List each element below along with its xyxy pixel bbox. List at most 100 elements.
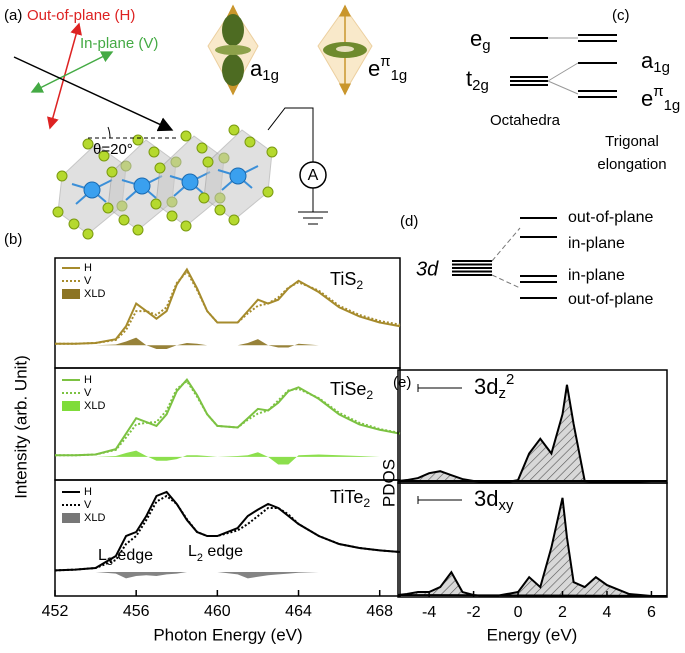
caption: elongation	[597, 156, 666, 173]
polarization-label: Out-of-plane (H)	[27, 7, 135, 24]
caption: Octahedra	[490, 112, 561, 129]
legend-label: H	[84, 486, 92, 498]
label-part: 1g	[391, 67, 408, 84]
orbital-label: a1g	[250, 56, 279, 84]
angle-arc	[107, 126, 111, 139]
legend-label: XLD	[84, 512, 105, 524]
ammeter-label: A	[308, 167, 319, 184]
annotation: L2 edge	[188, 543, 243, 564]
panel-label: (a)	[4, 7, 22, 24]
level-label: eπ1g	[641, 83, 680, 114]
x-tick-label: 0	[514, 604, 523, 621]
level-label: a1g	[641, 48, 670, 76]
metal-atom	[181, 173, 199, 191]
legend-label: H	[84, 262, 92, 274]
panel-title: 3dxy	[474, 486, 514, 514]
ligand-atom	[68, 218, 80, 230]
xld-area	[55, 337, 400, 350]
panel-label: (d)	[400, 213, 418, 230]
ligand-atom	[154, 162, 166, 174]
label-part: 2	[363, 496, 370, 510]
x-tick-label: 452	[42, 603, 69, 620]
label-part: 3d	[474, 374, 498, 399]
legend-swatch	[62, 513, 80, 523]
label-part: 2	[197, 552, 203, 564]
label-part: TiSe	[330, 379, 366, 399]
polarization-label: In-plane (V)	[80, 35, 158, 52]
spectrum-line	[54, 494, 401, 572]
xld-area	[55, 572, 400, 579]
ligand-atom	[228, 124, 240, 136]
label-part: 2	[506, 371, 514, 388]
metal-atom	[229, 167, 247, 185]
metal-atom	[133, 177, 151, 195]
legend-label: XLD	[84, 400, 105, 412]
y-axis-label: PDOS	[379, 459, 398, 507]
ligand-atom	[180, 130, 192, 142]
panel-label: (e)	[393, 374, 411, 391]
label-part: TiTe	[330, 487, 363, 507]
legend-swatch	[62, 401, 80, 411]
x-tick-label: 456	[123, 603, 150, 620]
panel-title: TiSe2	[330, 379, 373, 402]
legend-label: XLD	[84, 288, 105, 300]
label-part: a	[250, 56, 263, 81]
label-part: e	[470, 26, 482, 51]
spectrum-line	[55, 379, 401, 457]
label-part: edge	[203, 543, 243, 560]
label-part: π	[653, 83, 663, 100]
ligand-atom	[52, 206, 64, 218]
pdos-area	[397, 384, 667, 484]
legend-label: V	[84, 275, 92, 287]
y-axis-label: Intensity (arb. Unit)	[11, 355, 30, 499]
x-tick-label: 2	[558, 604, 567, 621]
x-tick-label: -4	[422, 604, 436, 621]
ground	[298, 211, 328, 225]
ligand-atom	[56, 170, 68, 182]
label-part: 2g	[472, 77, 489, 94]
panel-title: TiS2	[330, 269, 363, 292]
orbital-label: eπ1g	[368, 53, 407, 84]
label-part: 1g	[653, 59, 670, 76]
legend-label: H	[84, 374, 92, 386]
label-part: e	[641, 86, 653, 111]
level-label: in-plane	[568, 235, 625, 252]
levels	[510, 34, 617, 98]
panel-label: (c)	[612, 7, 630, 24]
legend-label: V	[84, 387, 92, 399]
plot-frame	[397, 482, 668, 598]
pdos-area	[397, 497, 668, 598]
label-part: TiS	[330, 269, 356, 289]
label-part: e	[368, 56, 380, 81]
ligand-atom	[82, 228, 94, 240]
label-part: g	[482, 37, 490, 54]
orbital	[207, 4, 259, 96]
ligand-atom	[102, 202, 114, 214]
ligand-atom	[148, 146, 160, 158]
ligand-atom	[98, 150, 110, 162]
ligand-atom	[118, 214, 130, 226]
ligand-atom	[266, 146, 278, 158]
x-tick-label: 464	[285, 603, 312, 620]
label-part: 2	[356, 278, 363, 292]
caption: Trigonal	[605, 133, 659, 150]
label-part: L	[98, 547, 107, 564]
xld-area	[55, 450, 400, 465]
level-label: 3d	[416, 258, 439, 280]
x-axis-label: Photon Energy (eV)	[153, 625, 302, 644]
label-part: t	[466, 66, 472, 91]
label-part: L	[188, 543, 197, 560]
ligand-atom	[150, 198, 162, 210]
orbital	[317, 4, 373, 96]
ligand-atom	[202, 156, 214, 168]
level-label: t2g	[466, 66, 489, 94]
label-part: a	[641, 48, 654, 73]
x-tick-label: 6	[647, 604, 656, 621]
legend-line	[417, 496, 462, 504]
panel-title: 3dz2	[474, 371, 514, 402]
arrow	[30, 51, 114, 93]
level-label: out-of-plane	[568, 291, 653, 308]
plot-frame	[54, 479, 401, 597]
ligand-atom	[198, 192, 210, 204]
beam-arrow	[13, 56, 174, 132]
